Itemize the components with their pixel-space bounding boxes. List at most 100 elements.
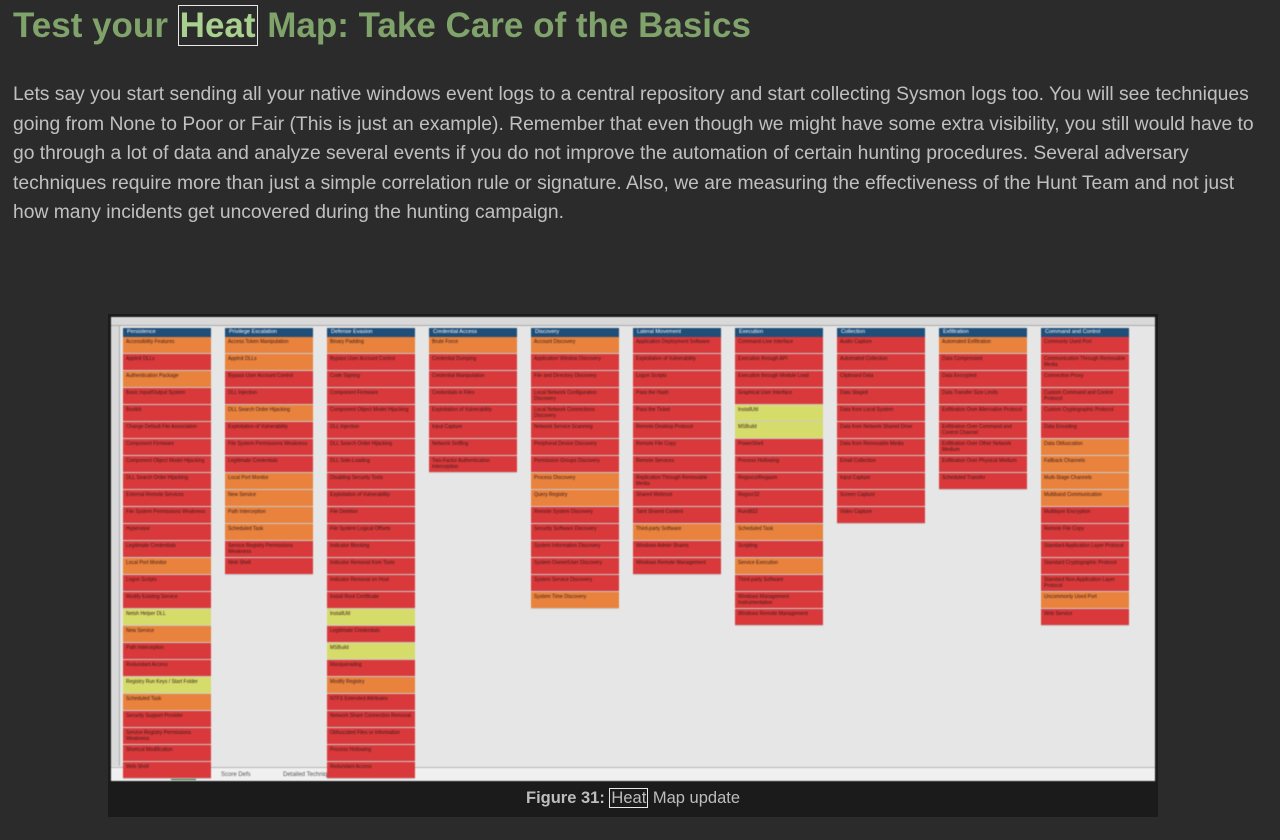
technique-cell: Scheduled Task bbox=[735, 524, 823, 541]
technique-cell: File and Directory Discovery bbox=[531, 371, 619, 388]
technique-cell: Exfiltration Over Alternative Protocol bbox=[939, 405, 1027, 422]
technique-cell: Shared Webroot bbox=[633, 490, 721, 507]
technique-cell: DLL Injection bbox=[225, 388, 313, 405]
sheet-tab[interactable]: Score Defs bbox=[221, 772, 251, 778]
technique-cell: Bypass User Account Control bbox=[327, 354, 415, 371]
technique-cell: Shortcut Modification bbox=[123, 745, 211, 762]
technique-cell: AppInit DLLs bbox=[225, 354, 313, 371]
technique-cell: Network Sniffing bbox=[429, 439, 517, 456]
technique-cell: Change Default File Association bbox=[123, 422, 211, 439]
technique-cell: Web Shell bbox=[123, 762, 211, 779]
technique-cell: Web Shell bbox=[225, 558, 313, 575]
technique-cell: Local Network Configuration Discovery bbox=[531, 388, 619, 405]
technique-cell: DLL Injection bbox=[327, 422, 415, 439]
tactic-column: Execution Command-Line Interface Execution… bbox=[735, 328, 823, 626]
technique-cell: Data Encoding bbox=[1041, 422, 1129, 439]
technique-cell: File Deletion bbox=[327, 507, 415, 524]
technique-cell: Logon Scripts bbox=[123, 575, 211, 592]
technique-cell: Service Registry Permissions Weakness bbox=[123, 728, 211, 745]
technique-cell: Automated Collection bbox=[837, 354, 925, 371]
technique-cell: Application Deployment Software bbox=[633, 337, 721, 354]
technique-cell: DLL Side-Loading bbox=[327, 456, 415, 473]
technique-cell: Video Capture bbox=[837, 507, 925, 524]
caption-text: Map update bbox=[648, 789, 741, 807]
technique-cell: Exploitation of Vulnerability bbox=[225, 422, 313, 439]
technique-cell: Process Discovery bbox=[531, 473, 619, 490]
technique-cell: Input Capture bbox=[837, 473, 925, 490]
technique-cell: Exploitation of Vulnerability bbox=[327, 490, 415, 507]
technique-cell: Netsh Helper DLL bbox=[123, 609, 211, 626]
technique-cell: Authentication Package bbox=[123, 371, 211, 388]
technique-cell: Bypass User Account Control bbox=[225, 371, 313, 388]
heading-search-highlight: Heat bbox=[177, 5, 258, 46]
technique-cell: Component Firmware bbox=[327, 388, 415, 405]
technique-cell: Indicator Removal from Tools bbox=[327, 558, 415, 575]
body-paragraph: Lets say you start sending all your nati… bbox=[13, 84, 1254, 223]
technique-cell: Custom Cryptographic Protocol bbox=[1041, 405, 1129, 422]
technique-cell: Audio Capture bbox=[837, 337, 925, 354]
technique-cell: Modify Existing Service bbox=[123, 592, 211, 609]
technique-cell: Application Window Discovery bbox=[531, 354, 619, 371]
heading-suffix: Map: Take Care of the Basics bbox=[257, 6, 751, 45]
technique-cell: New Service bbox=[123, 626, 211, 643]
technique-cell: Regsvr32 bbox=[735, 490, 823, 507]
technique-cell: Data from Local System bbox=[837, 405, 925, 422]
technique-cell: Disabling Security Tools bbox=[327, 473, 415, 490]
technique-cell: Security Software Discovery bbox=[531, 524, 619, 541]
technique-cell: Hypervisor bbox=[123, 524, 211, 541]
technique-cell: Credential Manipulation bbox=[429, 371, 517, 388]
technique-cell: Standard Application Layer Protocol bbox=[1041, 541, 1129, 558]
technique-cell: Standard Cryptographic Protocol bbox=[1041, 558, 1129, 575]
tactic-column: Discovery Account Discovery Application Wi… bbox=[531, 328, 619, 609]
technique-cell: Legitimate Credentials bbox=[123, 541, 211, 558]
caption-search-highlight: Heat bbox=[609, 788, 649, 808]
figure-caption: Figure 31: Heat Map update bbox=[108, 788, 1158, 808]
tactic-column: Privilege Escalation Access Token Manipul… bbox=[225, 328, 313, 575]
technique-cell: Exfiltration Over Physical Medium bbox=[939, 456, 1027, 473]
technique-cell: Communication Through Removable Media bbox=[1041, 354, 1129, 371]
technique-cell: Logon Scripts bbox=[633, 371, 721, 388]
technique-cell: Input Capture bbox=[429, 422, 517, 439]
technique-cell: Basic Input/Output System bbox=[123, 388, 211, 405]
technique-cell: Security Support Provider bbox=[123, 711, 211, 728]
technique-cell: Query Registry bbox=[531, 490, 619, 507]
technique-cell: File System Logical Offsets bbox=[327, 524, 415, 541]
technique-cell: Clipboard Data bbox=[837, 371, 925, 388]
technique-cell: Local Network Connections Discovery bbox=[531, 405, 619, 422]
technique-cell: Path Interception bbox=[123, 643, 211, 660]
technique-cell: Data Transfer Size Limits bbox=[939, 388, 1027, 405]
technique-cell: Standard Non-Application Layer Protocol bbox=[1041, 575, 1129, 592]
spreadsheet-row-header bbox=[111, 326, 120, 766]
technique-cell: Remote System Discovery bbox=[531, 507, 619, 524]
tactic-column: Command and Control Commonly Used Port Com… bbox=[1041, 328, 1129, 626]
technique-cell: Bootkit bbox=[123, 405, 211, 422]
technique-cell: Execution through API bbox=[735, 354, 823, 371]
technique-cell: Redundant Access bbox=[327, 762, 415, 779]
technique-cell: Modify Registry bbox=[327, 677, 415, 694]
technique-cell: Local Port Monitor bbox=[123, 558, 211, 575]
technique-cell: Binary Padding bbox=[327, 337, 415, 354]
technique-cell: Fallback Channels bbox=[1041, 456, 1129, 473]
technique-cell: Remote File Copy bbox=[1041, 524, 1129, 541]
technique-cell: AppInit DLLs bbox=[123, 354, 211, 371]
tactic-column: Lateral Movement Application Deployment S… bbox=[633, 328, 721, 575]
tactic-header: Exfiltration bbox=[939, 328, 1027, 337]
technique-cell: Accessibility Features bbox=[123, 337, 211, 354]
technique-cell: Data from Removable Media bbox=[837, 439, 925, 456]
sheet-tab[interactable]: Detailed Techniques bbox=[283, 772, 337, 778]
technique-cell: Component Firmware bbox=[123, 439, 211, 456]
technique-cell: Scheduled Transfer bbox=[939, 473, 1027, 490]
technique-cell: Exfiltration Over Command and Control Ch… bbox=[939, 422, 1027, 439]
technique-cell: InstallUtil bbox=[735, 405, 823, 422]
technique-cell: External Remote Services bbox=[123, 490, 211, 507]
technique-cell: Replication Through Removable Media bbox=[633, 473, 721, 490]
technique-cell: Remote File Copy bbox=[633, 439, 721, 456]
technique-cell: Component Object Model Hijacking bbox=[327, 405, 415, 422]
technique-cell: Execution through Module Load bbox=[735, 371, 823, 388]
technique-cell: Email Collection bbox=[837, 456, 925, 473]
technique-cell: Legitimate Credentials bbox=[225, 456, 313, 473]
technique-cell: Web Service bbox=[1041, 609, 1129, 626]
